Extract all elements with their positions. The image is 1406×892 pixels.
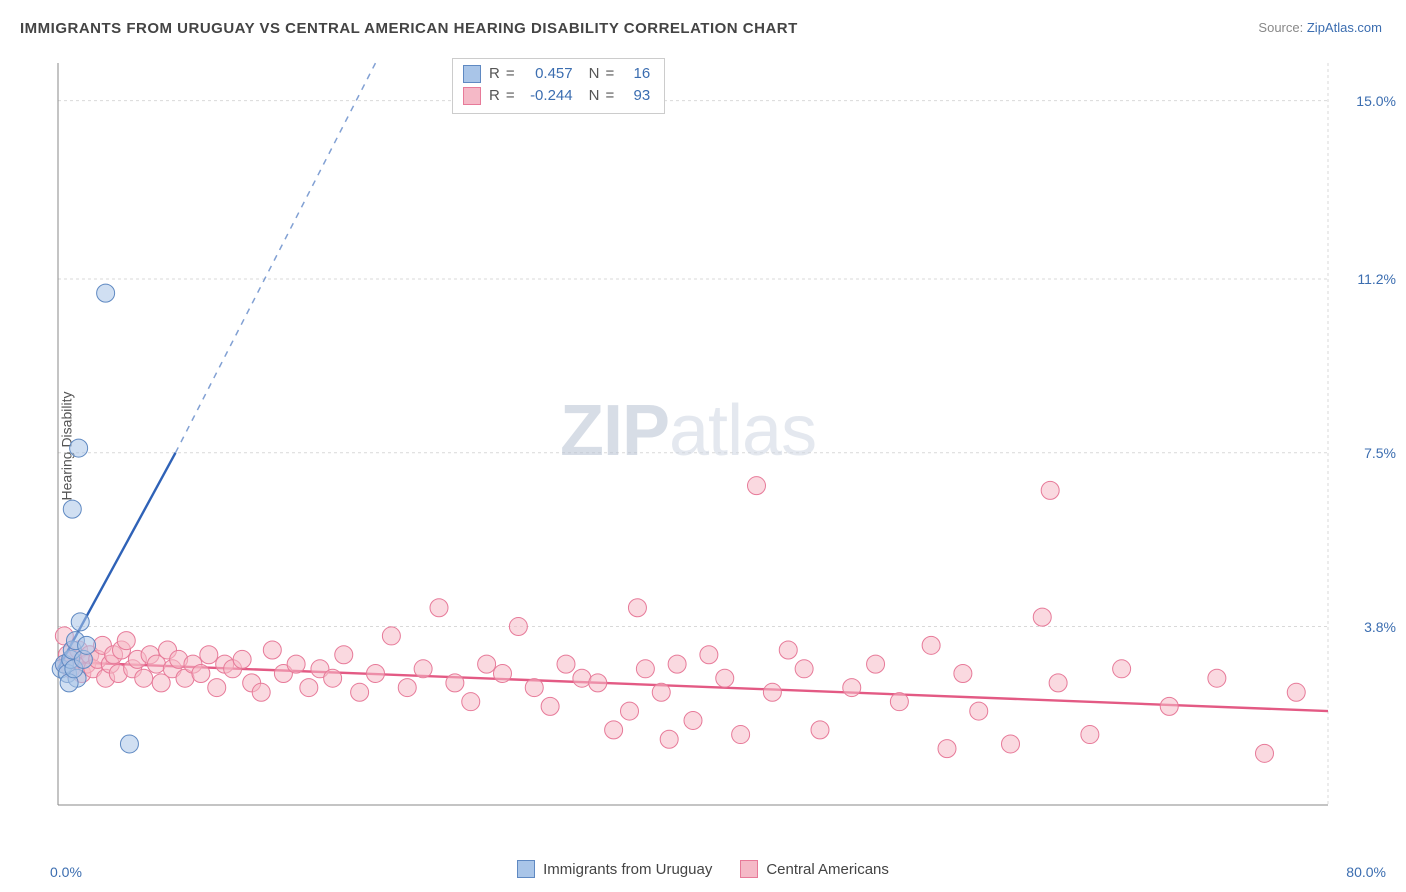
source-attribution: Source: ZipAtlas.com <box>1258 20 1382 35</box>
r-value-series1: 0.457 <box>521 63 573 85</box>
r-label: R <box>489 85 500 107</box>
equals: = <box>506 85 515 107</box>
y-tick-label: 7.5% <box>1364 445 1396 461</box>
swatch-series1 <box>463 65 481 83</box>
stats-row-series2: R = -0.244 N = 93 <box>463 85 650 107</box>
equals: = <box>506 63 515 85</box>
r-value-series2: -0.244 <box>521 85 573 107</box>
legend: Immigrants from Uruguay Central American… <box>0 860 1406 878</box>
chart-title: IMMIGRANTS FROM URUGUAY VS CENTRAL AMERI… <box>20 20 798 37</box>
y-tick-label: 3.8% <box>1364 619 1396 635</box>
n-value-series2: 93 <box>620 85 650 107</box>
n-label: N <box>589 85 600 107</box>
stats-row-series1: R = 0.457 N = 16 <box>463 63 650 85</box>
source-value: ZipAtlas.com <box>1307 20 1382 35</box>
r-label: R <box>489 63 500 85</box>
equals: = <box>605 63 614 85</box>
y-tick-label: 11.2% <box>1357 271 1396 287</box>
swatch-series1 <box>517 860 535 878</box>
source-label: Source: <box>1258 20 1303 35</box>
n-label: N <box>589 63 600 85</box>
legend-label-series2: Central Americans <box>766 861 889 878</box>
legend-label-series1: Immigrants from Uruguay <box>543 861 712 878</box>
plot-area <box>50 55 1388 835</box>
equals: = <box>605 85 614 107</box>
y-tick-label: 15.0% <box>1356 93 1396 109</box>
swatch-series2 <box>740 860 758 878</box>
correlation-stats-box: R = 0.457 N = 16 R = -0.244 N = 93 <box>452 58 665 114</box>
n-value-series1: 16 <box>620 63 650 85</box>
legend-item-series1: Immigrants from Uruguay <box>517 860 712 878</box>
scatter-chart <box>50 55 1388 835</box>
swatch-series2 <box>463 87 481 105</box>
legend-item-series2: Central Americans <box>740 860 889 878</box>
